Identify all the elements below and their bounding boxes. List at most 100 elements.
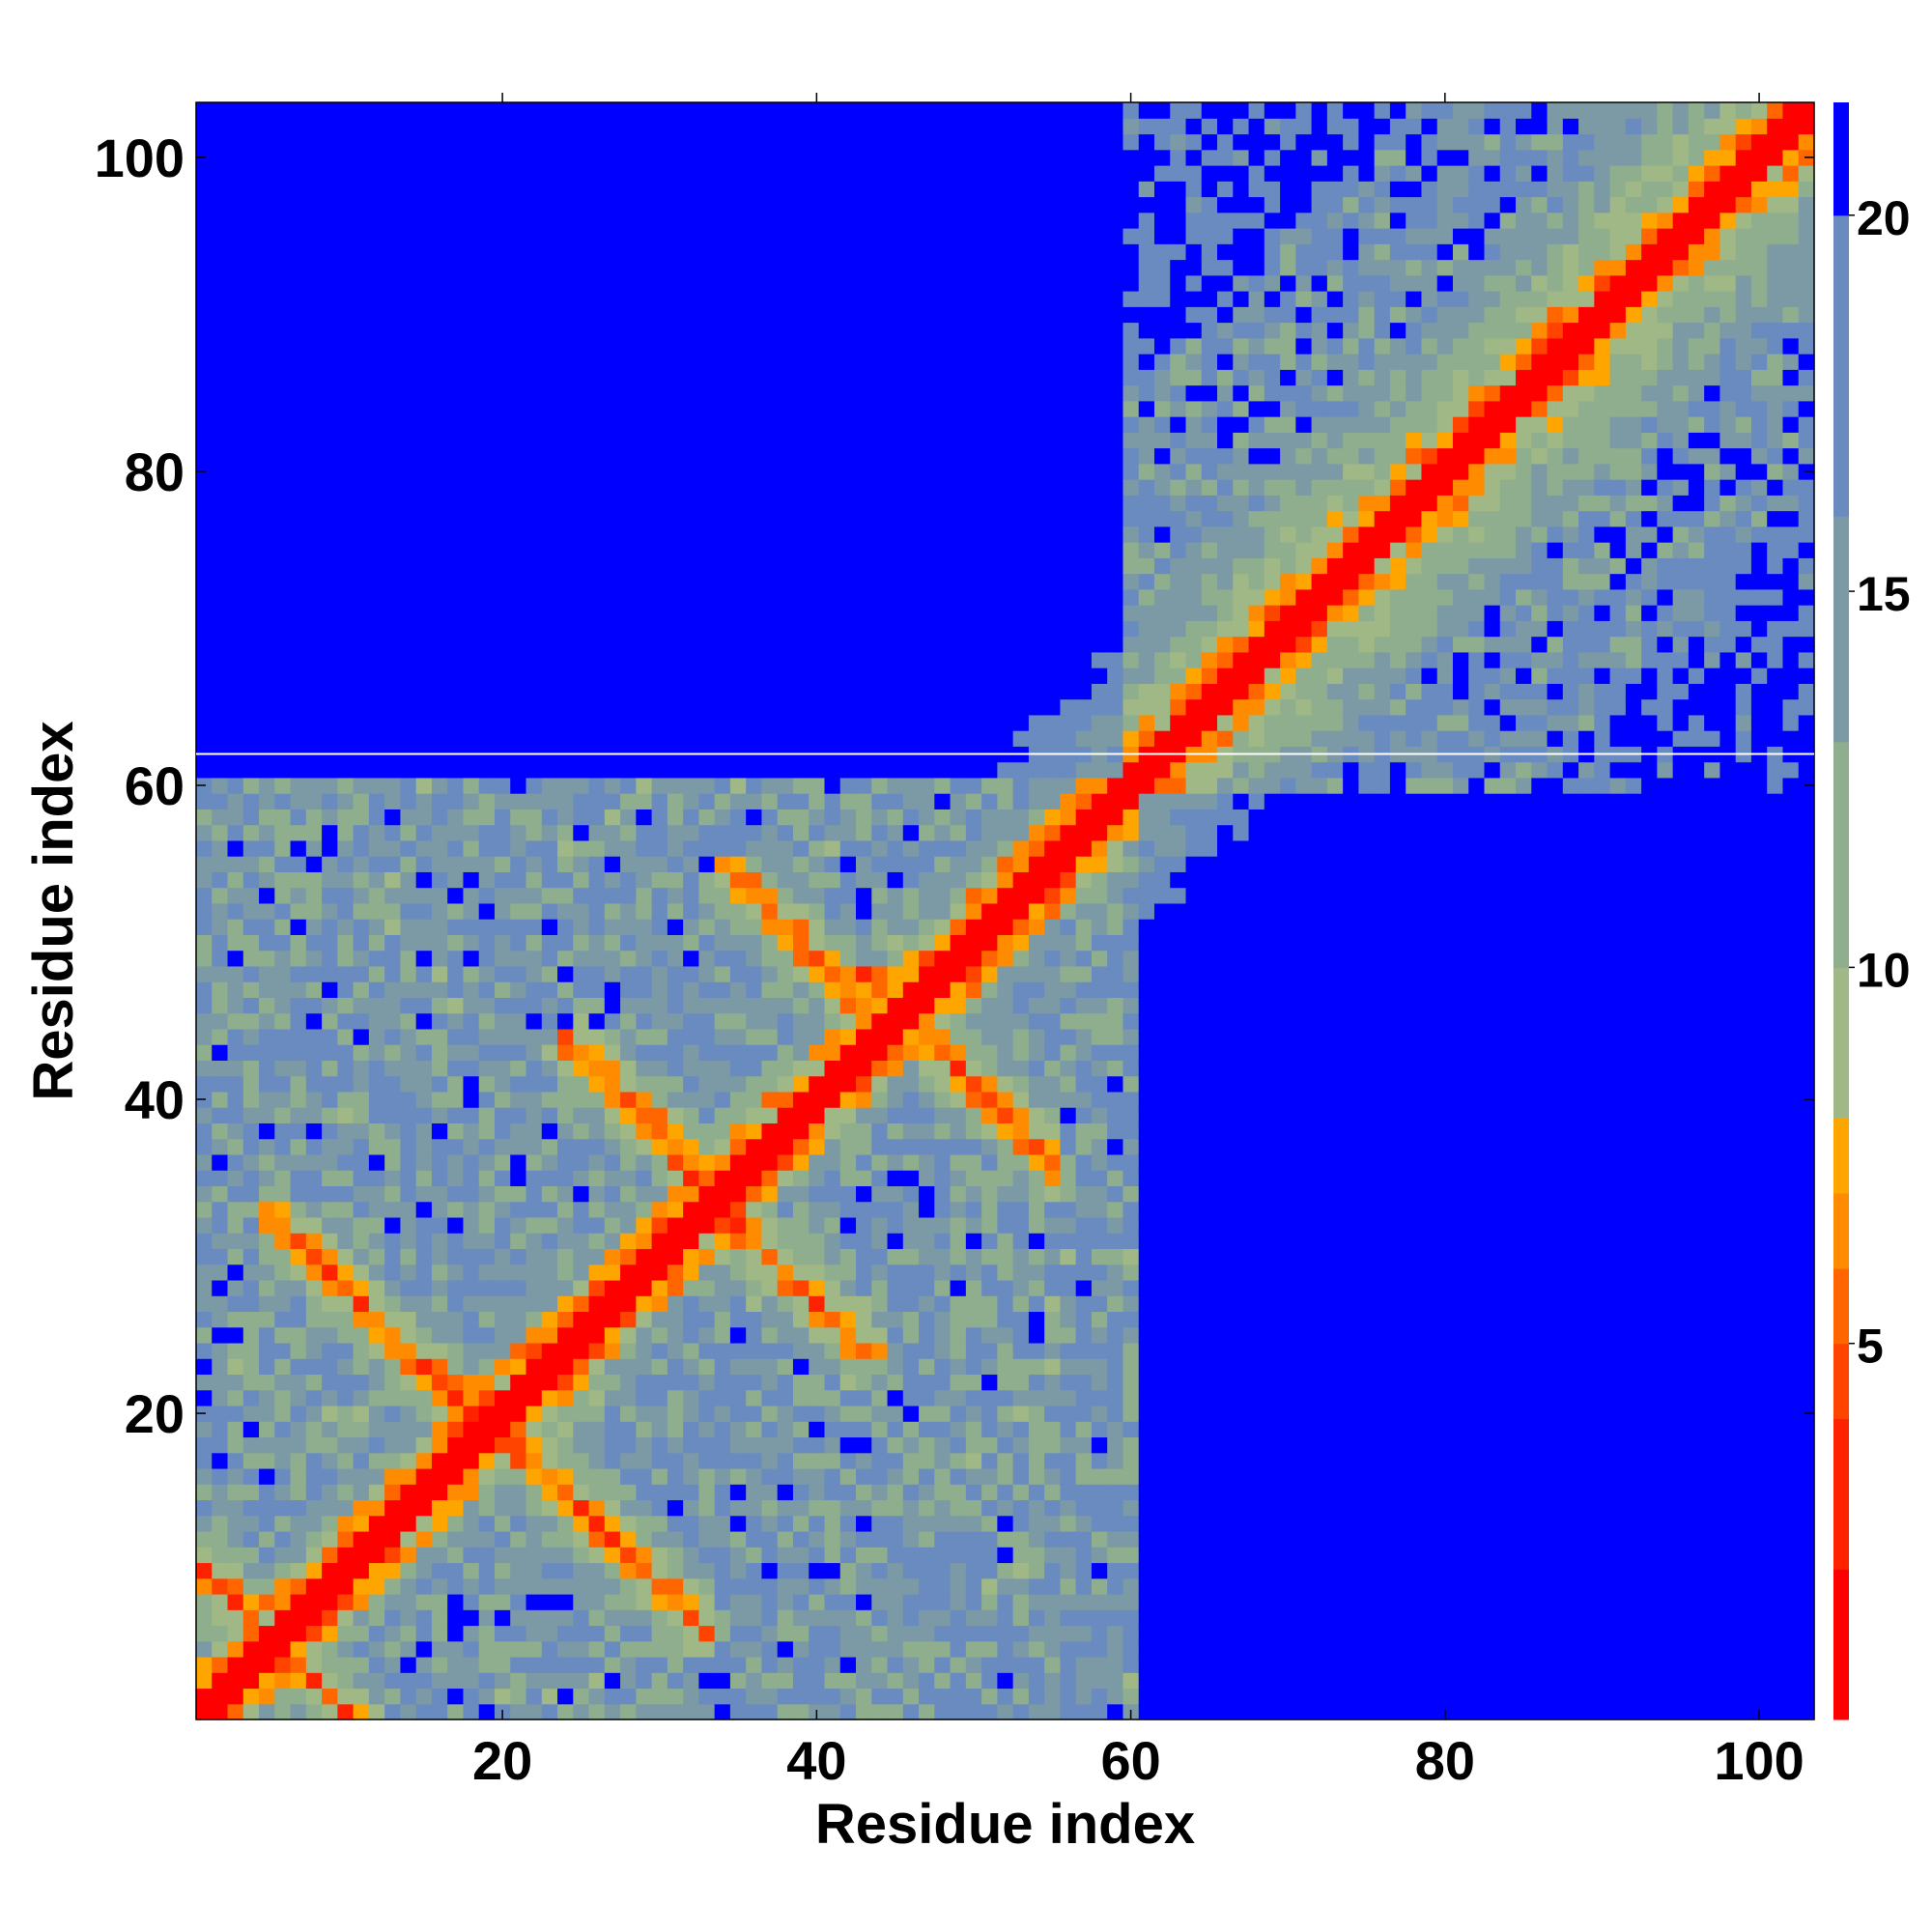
- heatmap-cell: [777, 447, 794, 465]
- heatmap-cell: [274, 1201, 292, 1218]
- heatmap-cell: [274, 102, 292, 119]
- heatmap-cell: [368, 432, 385, 449]
- heatmap-cell: [651, 1672, 668, 1690]
- heatmap-cell: [447, 557, 465, 575]
- heatmap-cell: [384, 1484, 402, 1501]
- heatmap-cell: [368, 337, 385, 355]
- heatmap-cell: [494, 1452, 511, 1469]
- heatmap-cell: [196, 1593, 213, 1610]
- heatmap-cell: [290, 651, 307, 668]
- heatmap-cell: [792, 102, 810, 119]
- heatmap-cell: [478, 698, 496, 716]
- heatmap-cell: [368, 1688, 385, 1705]
- heatmap-cell: [871, 133, 889, 151]
- heatmap-cell: [431, 1216, 448, 1234]
- heatmap-cell: [651, 651, 668, 668]
- heatmap-cell: [368, 510, 385, 527]
- heatmap-cell: [761, 274, 779, 292]
- heatmap-cell: [337, 1122, 355, 1140]
- heatmap-cell: [620, 573, 637, 590]
- heatmap-cell: [934, 997, 952, 1014]
- heatmap-cell: [573, 1185, 590, 1203]
- heatmap-cell: [792, 965, 810, 982]
- heatmap-cell: [856, 1530, 872, 1548]
- heatmap-cell: [494, 1484, 511, 1501]
- heatmap-cell: [557, 1279, 574, 1296]
- heatmap-cell: [934, 369, 952, 386]
- heatmap-cell: [604, 1609, 621, 1627]
- heatmap-cell: [777, 1703, 794, 1720]
- heatmap-cell: [384, 1326, 402, 1344]
- heatmap-cell: [227, 228, 244, 244]
- heatmap-cell: [667, 416, 684, 433]
- heatmap-cell: [651, 1547, 668, 1564]
- heatmap-cell: [337, 1279, 355, 1296]
- heatmap-cell: [604, 384, 621, 402]
- heatmap-cell: [792, 259, 810, 276]
- heatmap-cell: [809, 479, 826, 496]
- heatmap-cell: [746, 1185, 763, 1203]
- heatmap-cell: [698, 1264, 716, 1281]
- heatmap-cell: [526, 1515, 543, 1532]
- heatmap-cell: [902, 1672, 920, 1690]
- heatmap-cell: [290, 698, 307, 716]
- heatmap-cell: [526, 793, 543, 810]
- heatmap-cell: [792, 1577, 810, 1595]
- heatmap-cell: [809, 1515, 826, 1532]
- heatmap-cell: [526, 683, 543, 700]
- heatmap-cell: [887, 761, 904, 779]
- heatmap-cell: [463, 965, 480, 982]
- heatmap-cell: [636, 1547, 653, 1564]
- heatmap-cell: [353, 181, 370, 198]
- heatmap-cell: [809, 1625, 826, 1642]
- heatmap-cell: [839, 793, 857, 810]
- heatmap-cell: [242, 636, 260, 653]
- heatmap-cell: [337, 1672, 355, 1690]
- heatmap-cell: [305, 997, 323, 1014]
- heatmap-cell: [259, 495, 275, 512]
- heatmap-cell: [415, 1562, 433, 1579]
- heatmap-cell: [431, 243, 448, 261]
- heatmap-cell: [856, 1107, 872, 1124]
- heatmap-cell: [242, 1562, 260, 1579]
- heatmap-cell: [212, 1421, 229, 1438]
- heatmap-cell: [871, 965, 889, 982]
- heatmap-cell: [400, 981, 417, 998]
- heatmap-cell: [698, 1075, 716, 1093]
- heatmap-cell: [667, 1122, 684, 1140]
- heatmap-cell: [305, 1484, 323, 1501]
- heatmap-cell: [227, 322, 244, 339]
- heatmap-cell: [714, 1374, 731, 1391]
- heatmap-cell: [337, 354, 355, 370]
- heatmap-cell: [541, 1201, 558, 1218]
- heatmap-cell: [322, 1405, 338, 1422]
- heatmap-cell: [620, 1530, 637, 1548]
- heatmap-cell: [902, 997, 920, 1014]
- heatmap-cell: [196, 934, 213, 952]
- heatmap-cell: [368, 839, 385, 857]
- heatmap-cell: [588, 1279, 606, 1296]
- heatmap-cell: [463, 761, 480, 779]
- heatmap-cell: [463, 133, 480, 151]
- heatmap-cell: [242, 839, 260, 857]
- heatmap-cell: [526, 1421, 543, 1438]
- heatmap-cell: [431, 228, 448, 244]
- heatmap-cell: [242, 243, 260, 261]
- heatmap-cell: [824, 1358, 841, 1376]
- heatmap-cell: [620, 1436, 637, 1454]
- heatmap-cell: [368, 683, 385, 700]
- heatmap-cell: [384, 495, 402, 512]
- heatmap-cell: [322, 291, 338, 307]
- heatmap-cell: [573, 526, 590, 543]
- heatmap-cell: [337, 714, 355, 731]
- heatmap-cell: [902, 1138, 920, 1155]
- heatmap-cell: [902, 1153, 920, 1171]
- heatmap-cell: [322, 605, 338, 621]
- heatmap-cell: [431, 698, 448, 716]
- heatmap-cell: [400, 856, 417, 872]
- heatmap-cell: [871, 1028, 889, 1045]
- heatmap-cell: [934, 354, 952, 370]
- heatmap-cell: [856, 809, 872, 826]
- heatmap-cell: [636, 1012, 653, 1030]
- heatmap-cell: [463, 887, 480, 904]
